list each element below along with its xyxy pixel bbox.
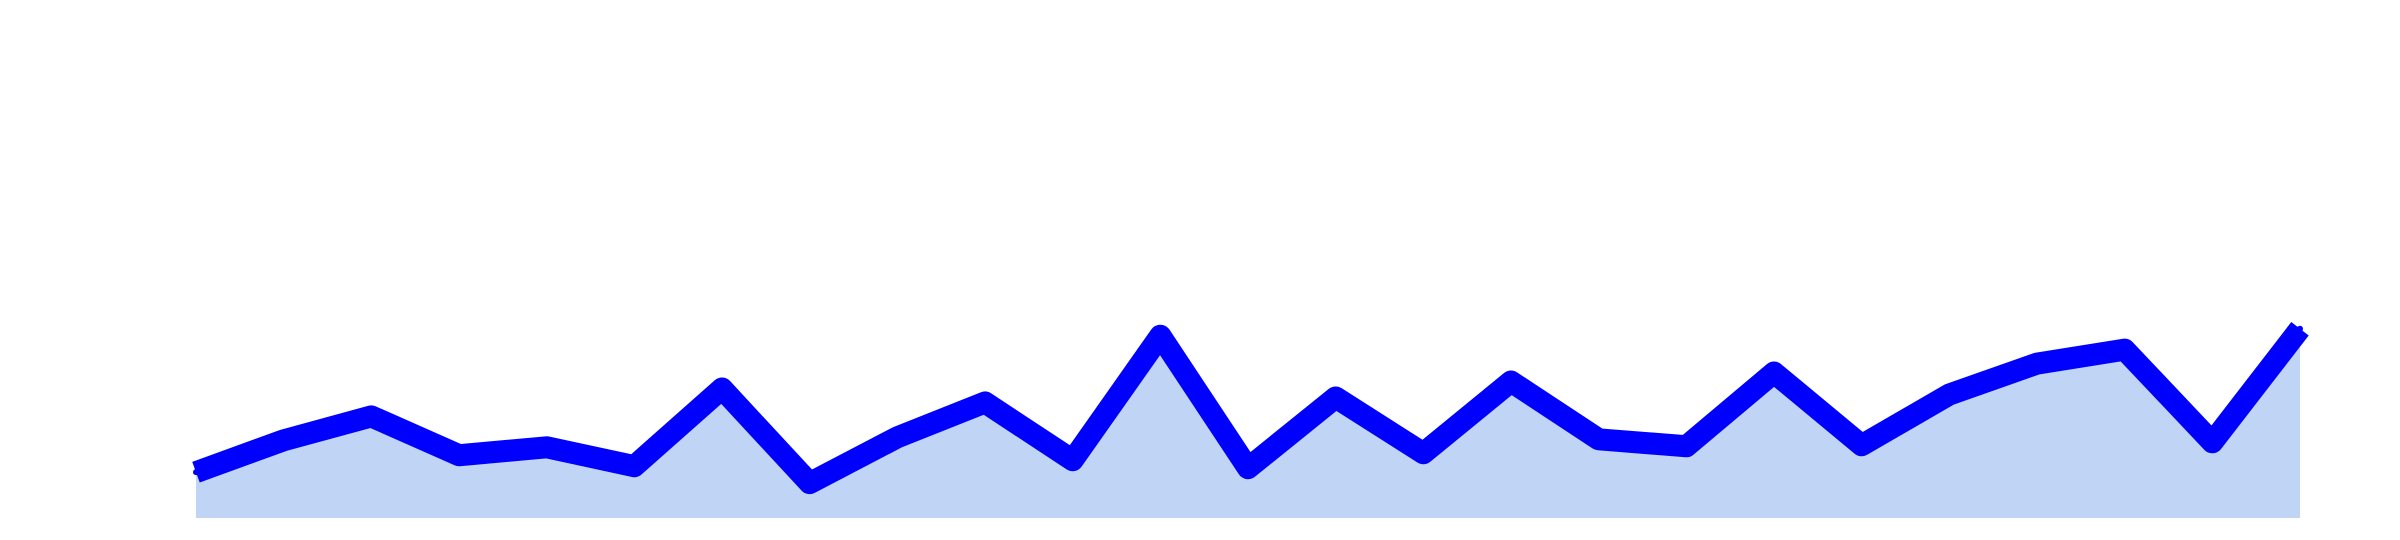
data-point	[1332, 394, 1339, 401]
data-point	[719, 385, 725, 392]
data-point	[894, 434, 901, 441]
data-point	[1420, 450, 1427, 457]
data-point	[1858, 442, 1865, 449]
data-point	[1069, 457, 1076, 464]
data-point	[1157, 332, 1164, 339]
data-point	[368, 413, 375, 420]
data-point	[1771, 369, 1777, 376]
data-point	[982, 399, 988, 406]
data-point	[280, 437, 287, 444]
data-point-layer	[193, 325, 2303, 487]
data-point	[2209, 439, 2216, 446]
area-fill-layer	[196, 328, 2300, 518]
data-point	[1595, 436, 1602, 443]
data-point	[2297, 325, 2303, 332]
data-point	[456, 452, 462, 459]
data-point	[1245, 465, 1251, 472]
data-point	[2034, 360, 2040, 367]
series-area-0	[196, 328, 2300, 518]
data-point	[543, 444, 550, 451]
data-point	[1946, 391, 1953, 398]
data-point	[806, 480, 813, 487]
data-point	[193, 469, 199, 476]
data-point	[1683, 443, 1690, 450]
data-point	[2121, 346, 2128, 353]
data-point	[1508, 378, 1514, 385]
data-point	[631, 463, 638, 470]
